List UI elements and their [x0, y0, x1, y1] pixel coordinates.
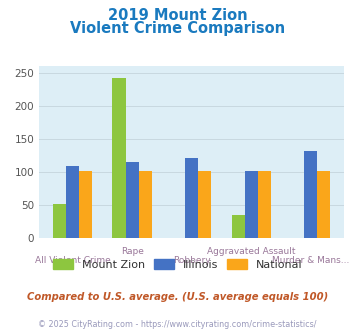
Bar — [79, 171, 92, 238]
Bar — [66, 166, 79, 238]
Text: Violent Crime Comparison: Violent Crime Comparison — [70, 21, 285, 36]
Text: Rape: Rape — [121, 247, 143, 256]
Bar — [304, 151, 317, 238]
Bar — [53, 204, 66, 238]
Text: Aggravated Assault: Aggravated Assault — [207, 247, 295, 256]
Bar — [245, 171, 258, 238]
Text: © 2025 CityRating.com - https://www.cityrating.com/crime-statistics/: © 2025 CityRating.com - https://www.city… — [38, 320, 317, 329]
Text: 2019 Mount Zion: 2019 Mount Zion — [108, 8, 247, 23]
Text: Compared to U.S. average. (U.S. average equals 100): Compared to U.S. average. (U.S. average … — [27, 292, 328, 302]
Bar — [198, 171, 211, 238]
Bar — [258, 171, 271, 238]
Text: Murder & Mans...: Murder & Mans... — [272, 256, 350, 265]
Bar — [231, 214, 245, 238]
Text: All Violent Crime: All Violent Crime — [35, 256, 110, 265]
Text: Robbery: Robbery — [173, 256, 211, 265]
Bar — [317, 171, 331, 238]
Bar — [185, 158, 198, 238]
Bar — [126, 162, 139, 238]
Legend: Mount Zion, Illinois, National: Mount Zion, Illinois, National — [48, 255, 307, 274]
Bar — [139, 171, 152, 238]
Bar — [113, 78, 126, 238]
